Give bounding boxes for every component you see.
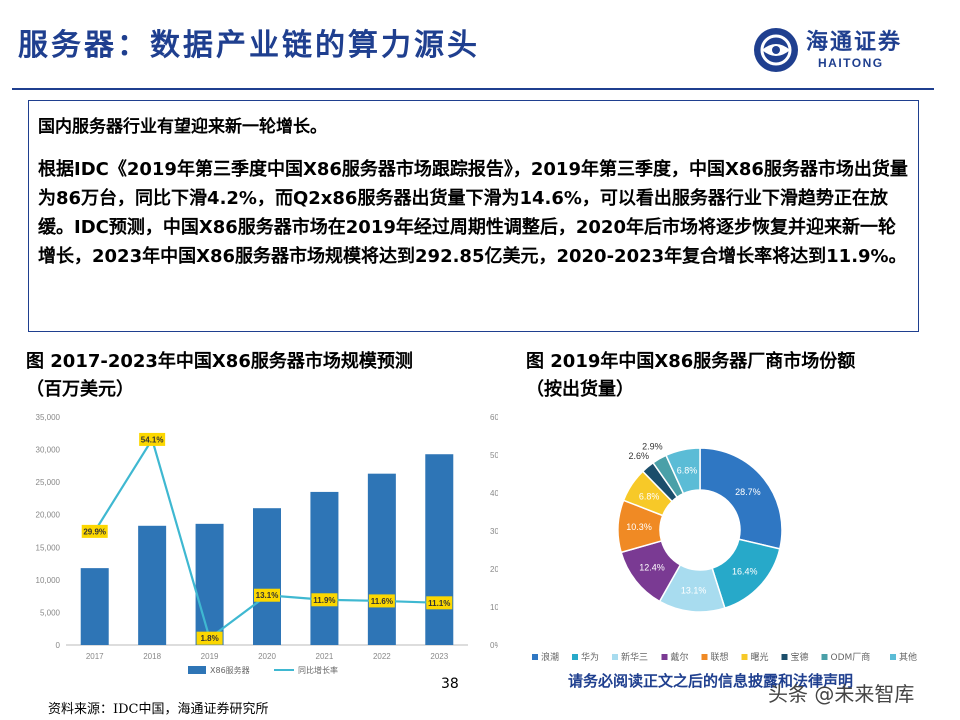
legend-label: 新华三: [621, 651, 648, 663]
legend-label: 戴尔: [671, 651, 689, 663]
right-axis-tick-label: 30%: [490, 527, 498, 536]
x-tick-label: 2019: [201, 652, 219, 661]
slice-data-label: 28.7%: [735, 487, 761, 497]
legend-label: 曙光: [751, 651, 769, 663]
bar-2019: [195, 523, 224, 645]
legend-swatch: [701, 654, 708, 660]
data-label-box: [196, 631, 223, 645]
right-axis-tick-label: 10%: [490, 603, 498, 612]
x-tick-label: 2022: [373, 652, 391, 661]
summary-heading: 国内服务器行业有望迎来新一轮增长。: [38, 117, 327, 137]
title-divider: [12, 88, 934, 90]
bar-2023: [425, 454, 454, 645]
legend-swatch: [532, 654, 538, 660]
legend-label: 宝德: [791, 651, 809, 663]
slice-data-label: 10.3%: [626, 522, 652, 532]
donut-slice-浪潮: [699, 447, 783, 550]
figure1-title-line2: （百万美元）: [26, 379, 134, 400]
legend-swatch: [821, 654, 828, 660]
left-axis-tick-label: 25,000: [36, 478, 61, 487]
logo-english-text: HAITONG: [818, 56, 884, 70]
donut-slice-其他: [665, 447, 701, 495]
legend-swatch: [781, 654, 788, 660]
slice-data-label: 6.8%: [639, 491, 660, 501]
disclaimer-text: 请务必阅读正文之后的信息披露和法律声明: [568, 672, 854, 690]
growth-data-label: 11.9%: [313, 596, 335, 605]
left-axis-tick-label: 20,000: [36, 511, 61, 520]
figure2-title-line1: 图 2019年中国X86服务器厂商市场份额: [526, 351, 856, 372]
x-tick-label: 2021: [316, 652, 334, 661]
slice-data-label: 13.1%: [681, 586, 707, 596]
slice-data-label: 16.4%: [732, 566, 758, 576]
growth-data-label: 29.9%: [83, 527, 106, 536]
watermark-text: 头条 @未来智库: [768, 682, 915, 706]
data-label-box: [254, 588, 280, 602]
legend-label-bar: X86服务器: [210, 665, 250, 675]
source-note: 资料来源：IDC中国，海通证券研究所: [48, 702, 269, 717]
bar-2022: [367, 473, 396, 645]
growth-data-label: 11.1%: [428, 599, 450, 608]
bar-2020: [253, 508, 281, 645]
left-axis-tick-label: 5,000: [40, 608, 61, 617]
legend-swatch: [612, 654, 618, 660]
market-share-donut-chart: 28.7% 16.4% 13.1% 12.4% 10.3% 6.8% 2.6%2.9% 6.8…: [532, 442, 917, 663]
legend-swatch-bar: [188, 666, 206, 674]
summary-body: 根据IDC《2019年第三季度中国X86服务器市场跟踪报告》，2019年第三季度…: [38, 159, 908, 267]
legend-swatch: [661, 654, 668, 660]
data-label-box: [311, 593, 338, 607]
x-tick-label: 2017: [86, 652, 104, 661]
summary-box: [28, 100, 919, 332]
bar-2018: [138, 525, 167, 645]
legend-label: 浪潮: [541, 651, 559, 663]
right-axis-tick-label: 40%: [490, 489, 498, 498]
figure2-title: 图 2019年中国X86服务器厂商市场份额 （按出货量）: [526, 348, 855, 404]
left-axis-tick-label: 0: [56, 641, 61, 650]
haitong-emblem-icon: [754, 28, 798, 72]
legend-label: ODM厂商: [831, 651, 871, 663]
left-axis-tick-label: 10,000: [36, 576, 61, 585]
legend-swatch: [572, 654, 578, 660]
right-axis-tick-label: 20%: [490, 565, 498, 574]
growth-data-label: 11.6%: [371, 597, 393, 606]
right-axis-tick-label: 0%: [490, 641, 498, 650]
market-size-chart: 0 5,000 10,000 15,000 20,000 25,000 30,000 35,0…: [36, 413, 498, 675]
left-axis-tick-label: 30,000: [36, 446, 61, 455]
slice-data-label: 6.8%: [677, 465, 698, 475]
logo-chinese-text: 海通证券: [806, 29, 903, 55]
figure1-title: 图 2017-2023年中国X86服务器市场规模预测 （百万美元）: [26, 348, 413, 404]
data-label-box: [139, 432, 166, 446]
growth-data-label: 1.8%: [200, 634, 218, 643]
legend-label-line: 同比增长率: [298, 665, 338, 675]
legend-label: 联想: [711, 651, 729, 663]
legend-label: 华为: [581, 651, 599, 663]
slice-data-label: 2.6%: [629, 451, 650, 461]
growth-data-label: 13.1%: [256, 591, 279, 600]
bar-2021: [310, 491, 339, 645]
data-label-box: [81, 524, 108, 538]
page-number: 38: [441, 676, 459, 692]
slice-data-label: 12.4%: [639, 563, 665, 573]
x-tick-label: 2020: [258, 652, 276, 661]
legend-swatch: [741, 654, 748, 660]
slice-data-label: 2.9%: [642, 442, 663, 452]
haitong-logo: [754, 28, 798, 72]
page-title: 服务器：数据产业链的算力源头: [18, 28, 480, 63]
figure1-title-line1: 图 2017-2023年中国X86服务器市场规模预测: [26, 351, 413, 372]
right-axis-tick-label: 50%: [490, 451, 498, 460]
figure2-title-line2: （按出货量）: [526, 379, 634, 400]
left-axis-tick-label: 35,000: [36, 413, 61, 422]
data-label-box: [368, 594, 395, 608]
x-tick-label: 2018: [143, 652, 161, 661]
legend-label: 其他: [899, 651, 917, 663]
data-label-box: [426, 596, 453, 610]
left-axis-tick-label: 15,000: [36, 543, 61, 552]
right-axis-tick-label: 60%: [490, 413, 498, 422]
growth-data-label: 54.1%: [141, 435, 164, 444]
bar-2017: [80, 568, 109, 645]
legend-swatch: [890, 654, 896, 660]
x-tick-label: 2023: [430, 652, 448, 661]
